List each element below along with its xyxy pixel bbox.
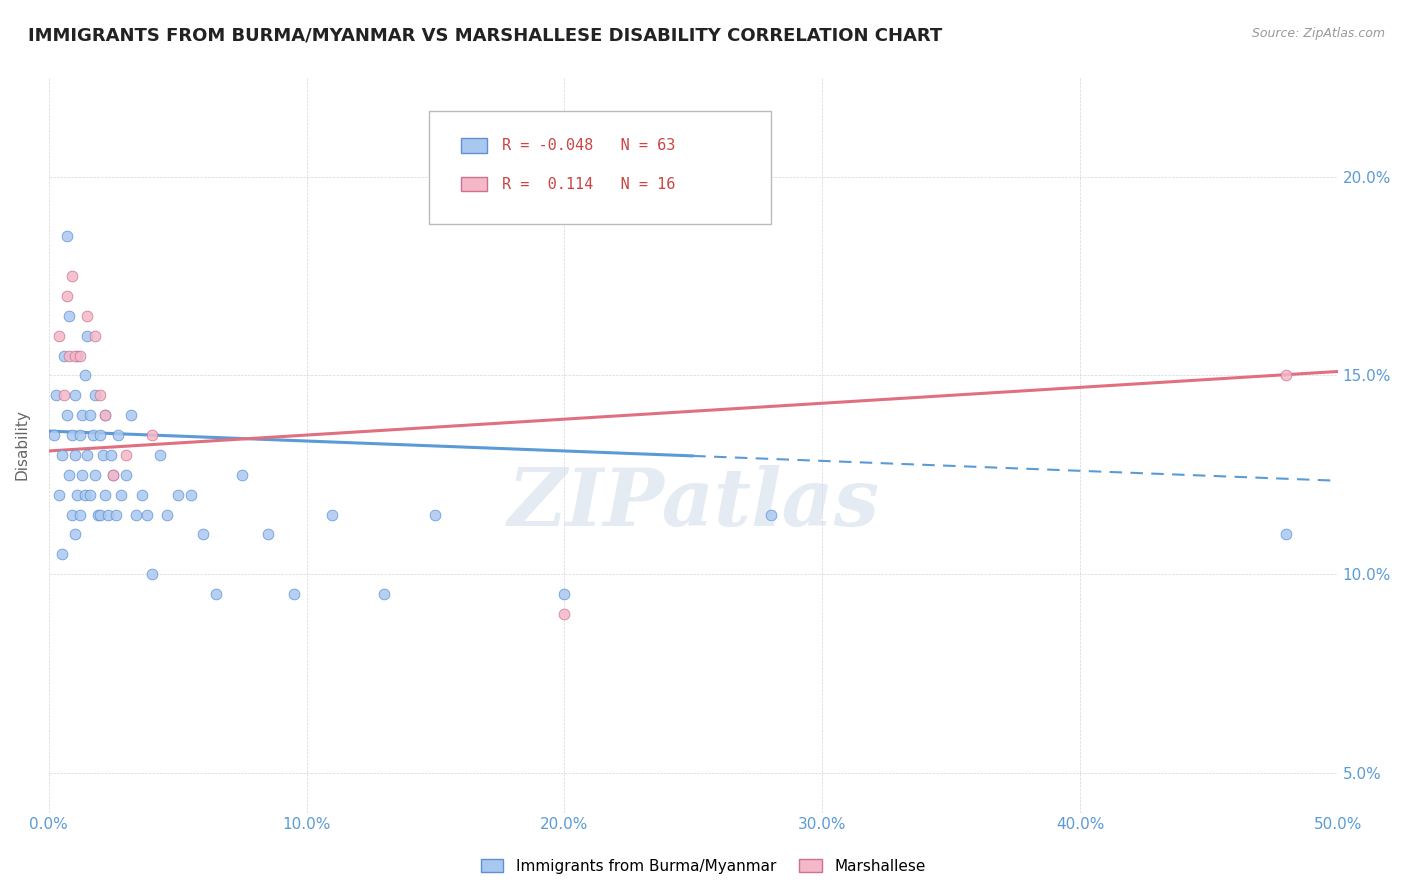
Point [58, 349, 80, 363]
Point [58, 309, 80, 323]
Point [141, 567, 163, 582]
Text: ZIPatlas: ZIPatlas [508, 465, 879, 542]
Point [553, 607, 575, 621]
Legend: Immigrants from Burma/Myanmar, Marshallese: Immigrants from Burma/Myanmar, Marshalle… [474, 853, 932, 880]
Point [103, 467, 125, 482]
Point [110, 488, 132, 502]
Point [166, 488, 188, 502]
Point [63, 388, 86, 402]
Point [115, 448, 138, 462]
Point [120, 408, 142, 422]
Point [89, 508, 111, 522]
Point [100, 448, 122, 462]
Point [60, 508, 83, 522]
Text: IMMIGRANTS FROM BURMA/MYANMAR VS MARSHALLESE DISABILITY CORRELATION CHART: IMMIGRANTS FROM BURMA/MYANMAR VS MARSHAL… [28, 27, 942, 45]
Point [125, 508, 148, 522]
Point [89, 388, 111, 402]
Point [97, 508, 120, 522]
Point [425, 508, 447, 522]
Point [48, 488, 70, 502]
Point [60, 428, 83, 442]
Point [63, 527, 86, 541]
Point [553, 587, 575, 601]
Point [76, 328, 98, 343]
Point [104, 508, 127, 522]
Point [94, 408, 117, 422]
Point [87, 508, 110, 522]
Point [231, 467, 253, 482]
Point [45, 388, 67, 402]
Point [91, 448, 114, 462]
Point [58, 467, 80, 482]
Point [63, 349, 86, 363]
Point [69, 428, 91, 442]
Point [51, 448, 73, 462]
Point [60, 269, 83, 284]
Point [82, 428, 104, 442]
Point [149, 448, 172, 462]
Point [180, 488, 202, 502]
Point [69, 349, 91, 363]
Point [257, 527, 280, 541]
Point [103, 467, 125, 482]
Point [205, 587, 228, 601]
Point [1275, 368, 1298, 383]
Point [156, 508, 179, 522]
Point [759, 508, 782, 522]
Point [42, 428, 65, 442]
Point [56, 408, 79, 422]
Point [283, 587, 305, 601]
Point [193, 527, 215, 541]
Point [107, 428, 129, 442]
Point [94, 488, 117, 502]
Bar [461, 177, 486, 192]
Point [51, 547, 73, 561]
Bar [461, 138, 486, 153]
Point [73, 488, 96, 502]
Point [135, 508, 157, 522]
Point [66, 349, 89, 363]
Point [72, 467, 94, 482]
Point [84, 388, 107, 402]
Point [66, 488, 89, 502]
Point [141, 428, 163, 442]
Point [94, 408, 117, 422]
Point [115, 467, 138, 482]
Point [48, 328, 70, 343]
Point [72, 408, 94, 422]
Point [373, 587, 395, 601]
Point [56, 289, 79, 303]
Point [69, 508, 91, 522]
Point [53, 388, 76, 402]
Point [321, 508, 343, 522]
Point [89, 428, 111, 442]
Point [63, 448, 86, 462]
Point [53, 349, 76, 363]
FancyBboxPatch shape [429, 111, 770, 225]
Point [79, 408, 101, 422]
Point [76, 309, 98, 323]
Text: R =  0.114   N = 16: R = 0.114 N = 16 [502, 177, 676, 192]
Point [84, 328, 107, 343]
Point [73, 368, 96, 383]
Point [1275, 527, 1298, 541]
Point [79, 488, 101, 502]
Point [56, 229, 79, 244]
Text: R = -0.048   N = 63: R = -0.048 N = 63 [502, 138, 676, 153]
Y-axis label: Disability: Disability [15, 409, 30, 481]
Point [84, 467, 107, 482]
Point [76, 448, 98, 462]
Text: Source: ZipAtlas.com: Source: ZipAtlas.com [1251, 27, 1385, 40]
Point [131, 488, 153, 502]
